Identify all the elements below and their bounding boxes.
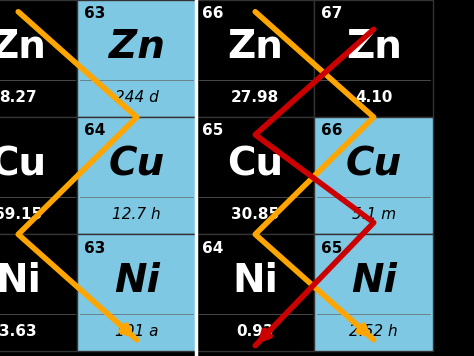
Text: 30.85: 30.85 (231, 207, 279, 222)
Text: 64: 64 (202, 241, 224, 256)
Text: Zn: Zn (109, 28, 164, 66)
Text: Zn: Zn (228, 28, 283, 66)
Text: 8.27: 8.27 (0, 90, 37, 105)
Text: 67: 67 (321, 6, 342, 21)
Text: Ni: Ni (232, 262, 278, 300)
Text: Ni: Ni (0, 262, 41, 300)
Text: Cu: Cu (0, 145, 46, 183)
Bar (0, 0, 77, 117)
Text: 27.98: 27.98 (231, 90, 279, 105)
Bar (196, 117, 314, 234)
Text: 69.15: 69.15 (0, 207, 42, 222)
Text: 3.63: 3.63 (0, 324, 37, 339)
Text: 63: 63 (84, 241, 105, 256)
Text: 63: 63 (84, 6, 105, 21)
Bar (0, 234, 77, 351)
Bar (314, 0, 433, 117)
Text: 101 a: 101 a (115, 324, 158, 339)
Bar (314, 117, 433, 234)
Bar (77, 117, 196, 234)
Bar (77, 234, 196, 351)
Text: 64: 64 (84, 124, 105, 138)
Text: Ni: Ni (114, 262, 160, 300)
Text: 66: 66 (321, 124, 342, 138)
Text: 65: 65 (202, 124, 224, 138)
Text: 0.93: 0.93 (237, 324, 274, 339)
Bar (196, 0, 314, 117)
Bar (314, 234, 433, 351)
Text: Cu: Cu (109, 145, 165, 183)
Text: Ni: Ni (351, 262, 397, 300)
Text: 66: 66 (202, 6, 224, 21)
Text: 4.10: 4.10 (355, 90, 392, 105)
Bar (77, 0, 196, 117)
Text: Zn: Zn (0, 28, 46, 66)
Text: Cu: Cu (227, 145, 283, 183)
Text: 5.1 m: 5.1 m (352, 207, 396, 222)
Text: Cu: Cu (346, 145, 402, 183)
Text: 244 d: 244 d (115, 90, 159, 105)
Text: 12.7 h: 12.7 h (112, 207, 161, 222)
Text: 2.52 h: 2.52 h (349, 324, 398, 339)
Bar (196, 234, 314, 351)
Text: 65: 65 (321, 241, 342, 256)
Text: Zn: Zn (346, 28, 401, 66)
Bar (0, 117, 77, 234)
